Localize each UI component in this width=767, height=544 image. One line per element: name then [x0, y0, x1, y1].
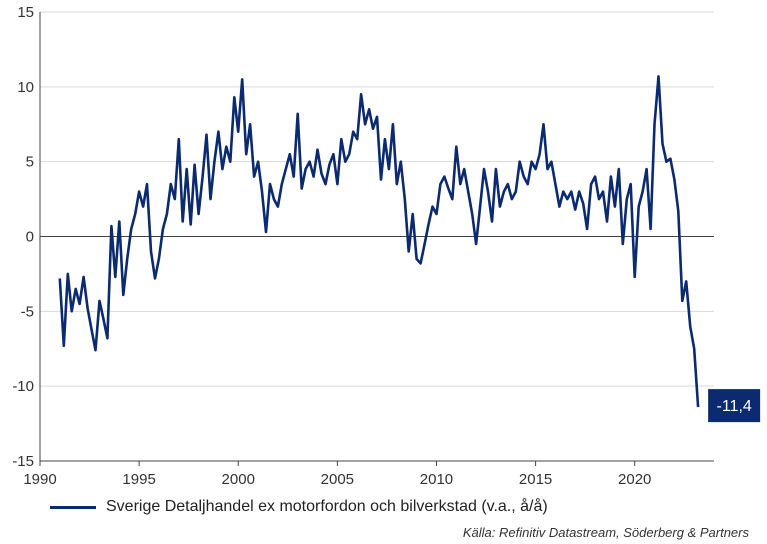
x-tick-label: 2010	[420, 471, 453, 488]
legend: Sverige Detaljhandel ex motorfordon och …	[50, 498, 548, 516]
y-tick-labels: 15 10 5 0 -5 -10 -15	[12, 4, 34, 470]
line-chart: 15 10 5 0 -5 -10 -15 1990 1995 2000 2005 2010 2015 2…	[12, 4, 761, 488]
source-note: Källa: Refinitiv Datastream, Söderberg &…	[462, 525, 749, 540]
legend-swatch	[50, 505, 96, 509]
y-tick-label: -15	[12, 453, 34, 470]
x-tick-labels: 1990 1995 2000 2005 2010 2015 2020	[23, 471, 651, 488]
x-tick-label: 2015	[519, 471, 552, 488]
gridlines	[40, 11, 714, 387]
x-tick-label: 2005	[321, 471, 354, 488]
y-tick-label: -10	[12, 378, 34, 395]
legend-label: Sverige Detaljhandel ex motorfordon och …	[106, 498, 548, 515]
x-tick-label: 1990	[23, 471, 56, 488]
y-tick-label: 5	[26, 154, 34, 171]
series-line	[58, 75, 700, 408]
annotations: -11,4	[708, 389, 761, 423]
end-value-label: -11,4	[717, 398, 752, 415]
x-tick-label: 1995	[122, 471, 155, 488]
y-tick-label: 0	[26, 229, 34, 246]
series-lines	[58, 75, 700, 408]
y-tick-label: -5	[21, 303, 34, 320]
y-tick-label: 10	[17, 79, 34, 96]
y-tick-label: 15	[17, 4, 34, 21]
x-tick-label: 2000	[222, 471, 255, 488]
axes	[39, 12, 714, 466]
x-tick-label: 2020	[618, 471, 651, 488]
end-value-box	[708, 389, 761, 423]
